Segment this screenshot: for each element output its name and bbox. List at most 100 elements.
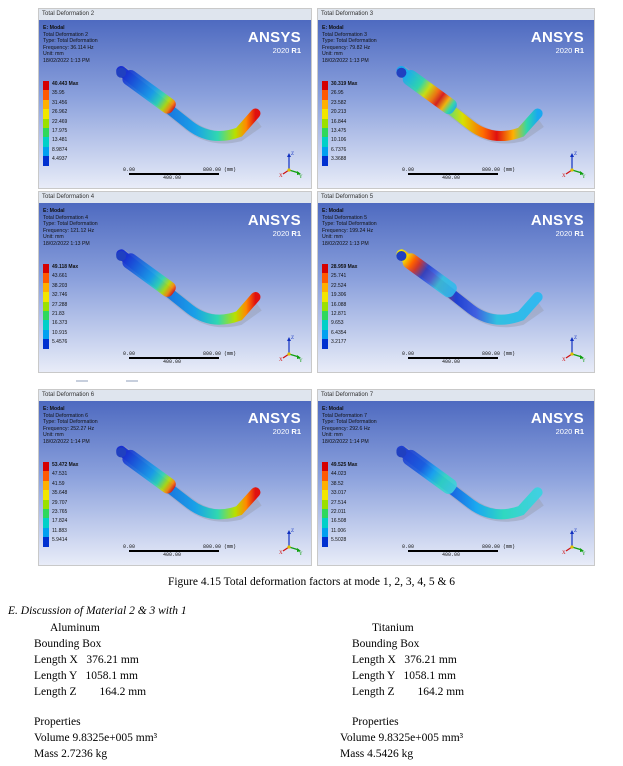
result-info: E: Modal Total Deformation 5 Type: Total…: [322, 208, 377, 248]
pipe-model: [396, 445, 544, 522]
legend-label: 16.508: [331, 518, 347, 525]
legend-swatch: [322, 518, 328, 528]
timestamp: 18/02/2022 1:14 PM: [43, 438, 90, 445]
pipe-model: [396, 66, 544, 144]
legend-label: 23.765: [52, 508, 68, 515]
result-name: Total Deformation 7: [322, 412, 367, 419]
result-info: E: Modal Total Deformation 3 Type: Total…: [322, 25, 377, 65]
axis-triad-icon: Z X Y: [279, 529, 303, 555]
legend-label: 5.4576: [52, 339, 68, 346]
axis-triad-icon: Z X Y: [562, 529, 586, 555]
analysis-type: E: Modal: [322, 25, 344, 31]
legend-label: 19.306: [331, 292, 347, 299]
scale-label-start: 0.00: [123, 544, 136, 550]
legend-label: 47.531: [52, 471, 68, 478]
axis-label-y: Y: [299, 359, 303, 362]
scale-label-start: 0.00: [402, 167, 415, 173]
legend-swatch: [322, 537, 328, 547]
result-name: Total Deformation 2: [43, 31, 88, 38]
legend-label: 27.514: [331, 499, 347, 506]
axis-label-z: Z: [574, 336, 577, 341]
axis-triad-icon: Z X Y: [562, 152, 586, 178]
scale-label-start: 0.00: [123, 351, 136, 357]
deformation-panel: Total Deformation 3 E: Modal Total Defor…: [317, 8, 595, 189]
legend-swatch: [43, 499, 49, 509]
legend-swatch: [322, 508, 328, 519]
legend-label: 21.83: [52, 310, 65, 317]
legend-label: 22.469: [52, 118, 68, 125]
deformation-panel: Total Deformation 4 E: Modal Total Defor…: [38, 191, 312, 373]
length-z: Length Z 164.2 mm: [352, 686, 465, 698]
legend-label: 5.9414: [52, 537, 68, 544]
timestamp: 18/02/2022 1:13 PM: [43, 57, 90, 64]
legend-swatch: [43, 90, 49, 100]
legend-label: 8.9874: [52, 146, 68, 153]
unit: Unit: mm: [322, 51, 343, 58]
legend-label: 6.7376: [331, 146, 347, 153]
divider: [126, 380, 138, 382]
result-name: Total Deformation 3: [322, 31, 367, 38]
axis-label-x: X: [562, 174, 566, 178]
axis-label-x: X: [562, 551, 566, 555]
deformation-panel: Total Deformation 7 E: Modal Total Defor…: [317, 389, 595, 566]
legend-label: 49.118 Max: [52, 264, 79, 270]
legend-label: 33.017: [331, 490, 347, 497]
length-x: Length X 376.21 mm: [34, 654, 139, 666]
result-name: Total Deformation 5: [322, 214, 367, 221]
legend-swatch: [43, 480, 49, 491]
ansys-logo: ANSYS 2020 R1: [247, 29, 301, 56]
ansys-logo: ANSYS 2020 R1: [248, 213, 301, 239]
result-info: E: Modal Total Deformation 6 Type: Total…: [43, 406, 98, 446]
viewport: E: Modal Total Deformation 2 Type: Total…: [39, 20, 311, 188]
legend-swatch: [43, 301, 49, 311]
brand-name: ANSYS: [530, 212, 584, 229]
scale-label-mid: 400.00: [442, 552, 461, 558]
scale-label-mid: 400.00: [163, 175, 182, 181]
legend-label: 17.824: [52, 518, 68, 525]
frequency: Frequency: 121.12 Hz: [43, 227, 95, 234]
legend-swatch: [322, 273, 328, 283]
axis-triad-icon: Z X Y: [279, 336, 303, 362]
frequency: Frequency: 292.6 Hz: [322, 425, 371, 432]
analysis-type: E: Modal: [322, 406, 344, 412]
length-y: Length Y 1058.1 mm: [352, 670, 456, 682]
divider: [76, 380, 88, 382]
legend-label: 3.3688: [331, 156, 347, 163]
scale-bar-line: [408, 173, 498, 175]
legend-swatch: [322, 127, 328, 138]
bounding-box-label: Bounding Box: [34, 638, 102, 650]
axis-triad-icon: Z X Y: [562, 336, 586, 362]
ansys-logo: ANSYS 2020 R1: [248, 411, 301, 437]
legend-label: 22.011: [331, 508, 346, 515]
length-x: Length X 376.21 mm: [352, 654, 457, 666]
viewport: E: Modal Total Deformation 4 Type: Total…: [39, 203, 311, 372]
scale-label-end: 800.00 (mm): [203, 167, 237, 173]
deformation-panel: Total Deformation 2 E: Modal Total Defor…: [38, 8, 312, 189]
pipe-model: [116, 249, 262, 328]
scale-label-start: 0.00: [123, 167, 136, 173]
legend-swatch: [43, 527, 49, 538]
legend-label: 49.525 Max: [331, 462, 358, 468]
legend-label: 11.006: [331, 527, 346, 534]
legend-swatch: [322, 81, 328, 91]
result-name: Total Deformation 6: [43, 412, 88, 419]
material-name: Titanium: [372, 622, 414, 634]
legend-swatch: [43, 339, 49, 349]
pipe-model: [396, 249, 544, 328]
bounding-box-label: Bounding Box: [352, 638, 420, 650]
scale-bar: 0.00 800.00 (mm) 400.00: [123, 167, 259, 181]
axis-triad-icon: Z X Y: [279, 152, 303, 178]
legend-swatch: [43, 109, 49, 119]
legend-swatch: [322, 264, 328, 274]
unit: Unit: mm: [322, 432, 343, 439]
mass: Mass 2.7236 kg: [34, 748, 108, 760]
legend-label: 6.4354: [331, 329, 347, 336]
legend-label: 5.5028: [331, 537, 347, 544]
brand-name: ANSYS: [247, 29, 301, 46]
legend-label: 31.456: [52, 99, 68, 106]
legend-swatch: [322, 490, 328, 500]
result-type: Type: Total Deformation: [43, 419, 98, 426]
legend-label: 12.871: [331, 310, 347, 317]
axis-label-y: Y: [582, 359, 586, 362]
legend-swatch: [43, 320, 49, 330]
